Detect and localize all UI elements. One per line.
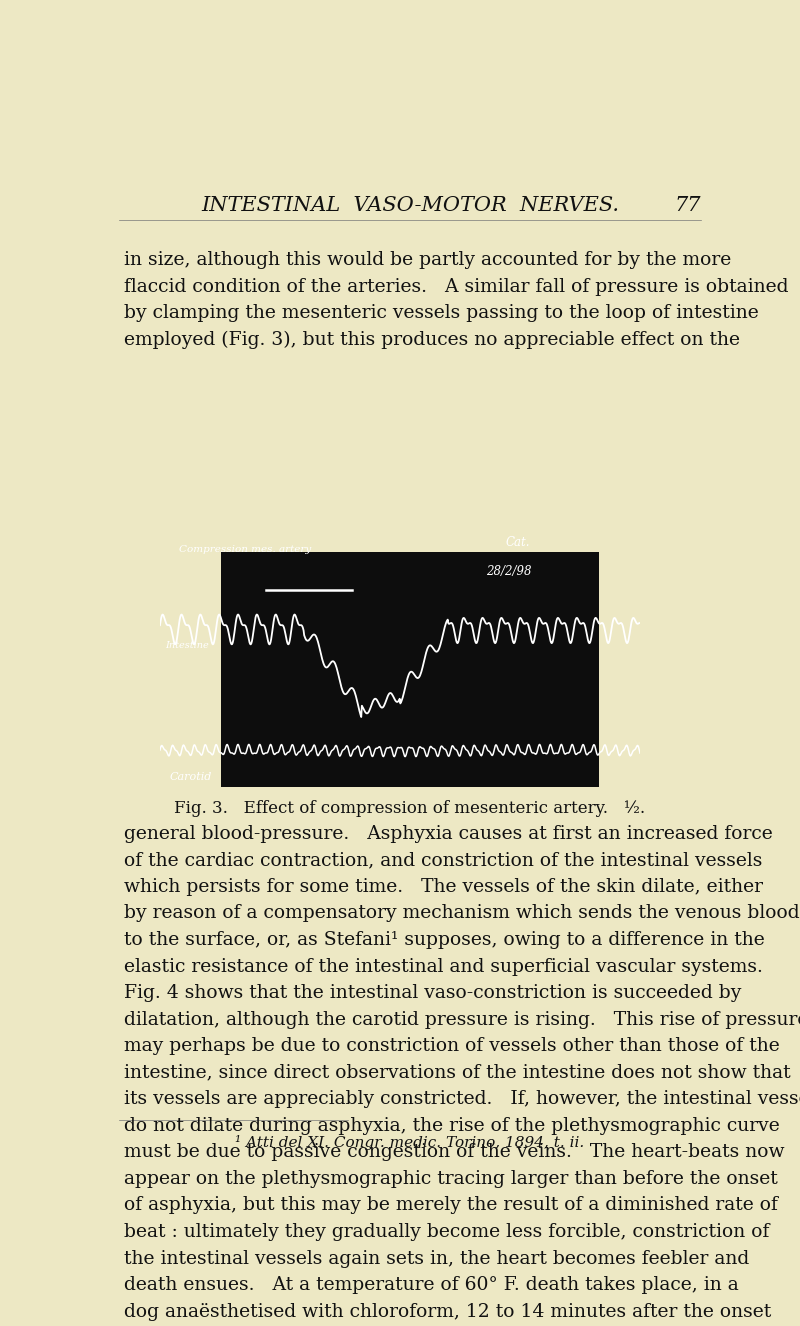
Text: Fig. 4 shows that the intestinal vaso-constriction is succeeded by: Fig. 4 shows that the intestinal vaso-co… <box>123 984 741 1002</box>
Text: of asphyxia, but this may be merely the result of a diminished rate of: of asphyxia, but this may be merely the … <box>123 1196 778 1215</box>
Text: employed (Fig. 3), but this produces no appreciable effect on the: employed (Fig. 3), but this produces no … <box>123 330 739 349</box>
Text: dog anaësthetised with chloroform, 12 to 14 minutes after the onset: dog anaësthetised with chloroform, 12 to… <box>123 1302 771 1321</box>
Text: beat : ultimately they gradually become less forcible, constriction of: beat : ultimately they gradually become … <box>123 1223 769 1241</box>
Text: in size, although this would be partly accounted for by the more: in size, although this would be partly a… <box>123 251 731 269</box>
Text: Cat.: Cat. <box>506 536 530 549</box>
Text: of the cardiac contraction, and constriction of the intestinal vessels: of the cardiac contraction, and constric… <box>123 851 762 870</box>
Text: Compression mes. artery: Compression mes. artery <box>179 545 311 554</box>
Text: to the surface, or, as Stefani¹ supposes, owing to a difference in the: to the surface, or, as Stefani¹ supposes… <box>123 931 764 949</box>
Text: 28/2/98: 28/2/98 <box>486 565 532 578</box>
Text: ¹ Atti del XI. Congr. medic. Torino, 1894, t. ii.: ¹ Atti del XI. Congr. medic. Torino, 189… <box>235 1135 585 1150</box>
Text: flaccid condition of the arteries.   A similar fall of pressure is obtained: flaccid condition of the arteries. A sim… <box>123 277 788 296</box>
Text: may perhaps be due to constriction of vessels other than those of the: may perhaps be due to constriction of ve… <box>123 1037 779 1055</box>
Text: by clamping the mesenteric vessels passing to the loop of intestine: by clamping the mesenteric vessels passi… <box>123 304 758 322</box>
Text: must be due to passive congestion of the veins.   The heart-beats now: must be due to passive congestion of the… <box>123 1143 784 1162</box>
Text: dilatation, although the carotid pressure is rising.   This rise of pressure: dilatation, although the carotid pressur… <box>123 1010 800 1029</box>
Text: death ensues.   At a temperature of 60° F. death takes place, in a: death ensues. At a temperature of 60° F.… <box>123 1276 738 1294</box>
Bar <box>221 552 599 788</box>
Text: Fig. 3.   Effect of compression of mesenteric artery.   ½.: Fig. 3. Effect of compression of mesente… <box>174 801 646 817</box>
Text: Intestine: Intestine <box>165 642 209 651</box>
Text: by reason of a compensatory mechanism which sends the venous blood: by reason of a compensatory mechanism wh… <box>123 904 799 923</box>
Text: which persists for some time.   The vessels of the skin dilate, either: which persists for some time. The vessel… <box>123 878 762 896</box>
Text: the intestinal vessels again sets in, the heart becomes feebler and: the intestinal vessels again sets in, th… <box>123 1249 749 1268</box>
Text: its vessels are appreciably constricted.   If, however, the intestinal vessels: its vessels are appreciably constricted.… <box>123 1090 800 1109</box>
Text: 77: 77 <box>675 196 702 215</box>
Text: general blood-pressure.   Asphyxia causes at first an increased force: general blood-pressure. Asphyxia causes … <box>123 825 772 843</box>
Text: intestine, since direct observations of the intestine does not show that: intestine, since direct observations of … <box>123 1063 790 1082</box>
Text: appear on the plethysmographic tracing larger than before the onset: appear on the plethysmographic tracing l… <box>123 1170 778 1188</box>
Text: Carotid: Carotid <box>170 772 212 782</box>
Text: INTESTINAL  VASO-MOTOR  NERVES.: INTESTINAL VASO-MOTOR NERVES. <box>201 196 619 215</box>
Text: do not dilate during asphyxia, the rise of the plethysmographic curve: do not dilate during asphyxia, the rise … <box>123 1116 779 1135</box>
Text: elastic resistance of the intestinal and superficial vascular systems.: elastic resistance of the intestinal and… <box>123 957 762 976</box>
